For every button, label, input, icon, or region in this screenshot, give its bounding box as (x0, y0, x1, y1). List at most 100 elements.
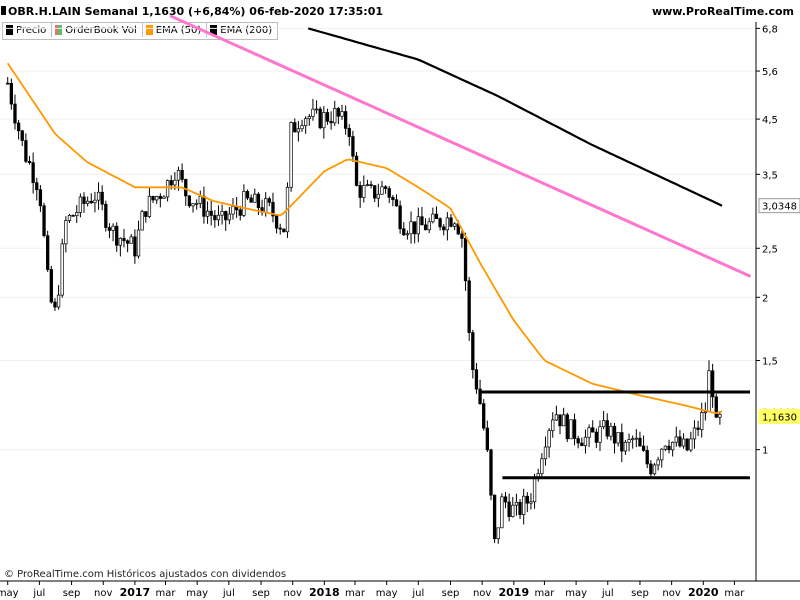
candle (6, 77, 10, 85)
candle (274, 214, 279, 234)
candle (224, 210, 228, 231)
legend-item-ema200[interactable]: EMA (200) (207, 23, 277, 37)
candle (380, 180, 384, 195)
candle (554, 405, 559, 422)
candle (325, 108, 330, 125)
candle (271, 192, 275, 223)
candle (387, 185, 391, 204)
x-tick-label: mar (345, 588, 366, 599)
candle (38, 185, 43, 212)
candle (362, 175, 366, 203)
candle (144, 211, 148, 223)
x-tick-label: nov (473, 588, 491, 599)
x-tick-label: jul (411, 588, 424, 599)
candle (107, 223, 112, 239)
y-axis-ticks: 6,8 5,6 4,5 3,5 2,5 2 1,5 1 (756, 24, 778, 457)
candle (191, 203, 195, 213)
candle (343, 105, 348, 135)
candle (24, 133, 28, 164)
candle (460, 230, 464, 248)
candle (529, 493, 533, 510)
candle (496, 527, 500, 544)
candle (314, 100, 319, 114)
legend-item-price[interactable]: Precio (3, 23, 53, 37)
ema200-line (308, 27, 723, 207)
grid (0, 27, 756, 451)
candle (195, 199, 199, 210)
candle (467, 276, 471, 341)
candle (591, 420, 595, 433)
candle (104, 200, 108, 232)
chart-header: OBR.H.LAIN Semanal 1,1630 (+6,84%) 06-fe… (0, 0, 800, 22)
candle (35, 177, 39, 201)
candle (514, 493, 519, 516)
candle (278, 223, 282, 235)
orderbook-swatch-icon (55, 25, 63, 35)
candle (565, 412, 569, 443)
y-tick-label: 2 (762, 293, 768, 304)
y-tick-label: 2,5 (762, 244, 778, 255)
candle (56, 285, 61, 310)
x-tick-label: may (565, 588, 587, 599)
candle (561, 407, 566, 427)
candle (27, 156, 32, 165)
candle (656, 456, 660, 471)
candle (474, 363, 479, 394)
x-tick-label: may (186, 588, 208, 599)
candle (681, 433, 686, 449)
chart-marks (6, 14, 752, 544)
candle (202, 186, 206, 224)
calendar-icon (1, 6, 6, 15)
legend-label: Precio (16, 24, 47, 36)
candle (434, 206, 439, 219)
legend-label: EMA (200) (220, 24, 273, 36)
candle (213, 210, 217, 228)
candle (220, 204, 224, 225)
x-tick-label: may (0, 588, 19, 599)
candle (634, 429, 638, 448)
candle (365, 179, 370, 187)
candle (689, 431, 693, 453)
x-tick-label: sep (631, 588, 649, 599)
legend-item-orderbook[interactable]: OrderBook Vol (52, 23, 143, 37)
candle (147, 187, 152, 219)
candle (318, 106, 322, 130)
candle (187, 195, 192, 208)
candle (158, 193, 162, 208)
ema50-line (6, 62, 723, 415)
ema50-swatch-icon (145, 25, 153, 35)
candle (471, 329, 475, 379)
candle (500, 493, 504, 529)
candle (351, 130, 355, 162)
candle (125, 239, 130, 253)
candle (133, 229, 137, 264)
candle (449, 213, 453, 228)
candle (558, 414, 562, 435)
candle (49, 265, 53, 304)
candle (118, 237, 123, 257)
candle (718, 411, 722, 425)
candle (696, 420, 700, 436)
ema200-swatch-icon (210, 25, 218, 35)
candle (714, 393, 718, 418)
candle (296, 120, 301, 142)
trendline[interactable] (169, 14, 752, 278)
indicator-legend: Precio OrderBook Vol EMA (50) EMA (200) (2, 22, 279, 40)
candle (522, 488, 526, 525)
brand-link[interactable]: www.ProRealTime.com (651, 5, 794, 18)
x-tick-label: 2020 (688, 586, 719, 599)
y-tick-label: 1 (762, 446, 768, 457)
x-tick-label: mar (724, 588, 745, 599)
candle (216, 205, 221, 226)
legend-item-ema50[interactable]: EMA (50) (143, 23, 208, 37)
candle (383, 185, 388, 194)
candle (402, 222, 406, 236)
candle (572, 413, 577, 446)
candle (89, 193, 93, 205)
candle (78, 193, 83, 218)
x-tick-label: jul (222, 588, 235, 599)
candle (391, 194, 395, 207)
candle (700, 402, 704, 438)
